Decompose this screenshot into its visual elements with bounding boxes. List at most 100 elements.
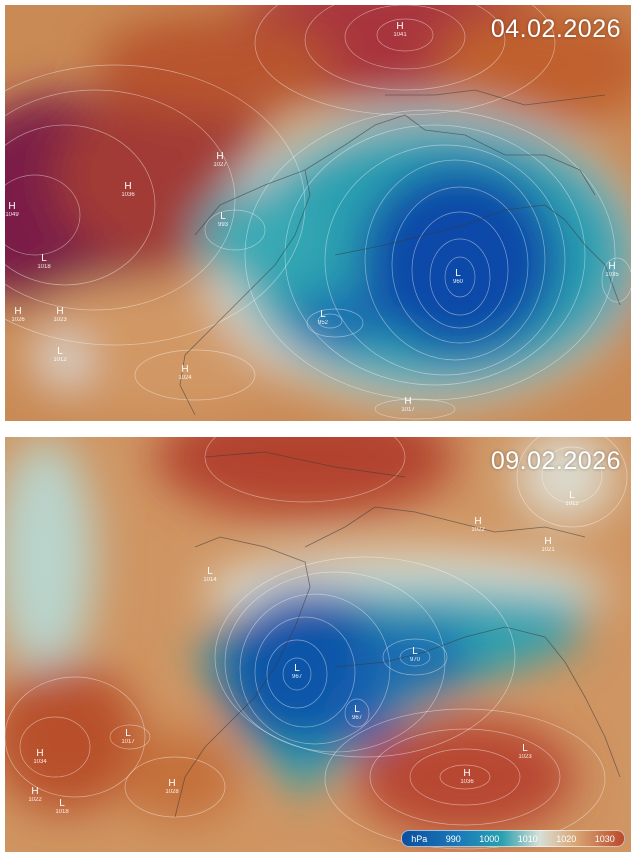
center-symbol: L [294,663,300,674]
center-pressure: 1018 [37,264,51,270]
center-symbol: L [412,646,418,657]
high-pressure-center: H 1027 [213,151,227,169]
center-symbol: H [56,306,64,317]
center-symbol: L [41,253,47,264]
high-pressure-center: H 1036 [460,768,474,786]
center-symbol: L [57,346,63,357]
low-pressure-center: L 1018 [37,253,51,271]
center-symbol: H [124,181,132,192]
isobars [5,437,628,850]
low-pressure-center: L 952 [317,309,329,327]
center-pressure: 1014 [203,577,217,583]
low-pressure-center: L 967 [351,704,363,722]
center-pressure: 952 [317,320,329,326]
center-symbol: H [181,364,189,375]
high-pressure-center: H 1024 [178,364,192,382]
high-pressure-center: H 1034 [33,748,47,766]
center-symbol: L [320,309,326,320]
center-pressure: 1023 [518,754,532,760]
center-symbol: L [455,268,461,279]
center-symbol: H [396,21,404,32]
center-pressure: 1022 [28,797,42,803]
center-symbol: L [569,490,575,501]
low-pressure-center: L 993 [217,211,229,229]
center-symbol: H [544,536,552,547]
high-pressure-center: H 1035 [605,261,619,279]
isobars [5,5,631,420]
center-symbol: L [207,566,213,577]
high-pressure-center: H 1022 [28,786,42,804]
center-pressure: 1034 [33,759,47,765]
coastlines [174,451,621,818]
low-pressure-center: L 1018 [55,798,69,816]
center-symbol: H [474,516,482,527]
date-label: 09.02.2026 [490,447,621,475]
low-pressure-center: L 1017 [121,728,135,746]
low-pressure-center: L 1012 [53,346,67,364]
center-symbol: H [8,201,16,212]
center-pressure: 1027 [213,162,227,168]
center-symbol: L [59,798,65,809]
low-pressure-center: L 960 [452,268,464,286]
high-pressure-center: H 1049 [5,201,19,219]
legend-tick: 1010 [517,833,538,844]
pressure-field [5,437,631,852]
center-pressure: 1012 [565,501,579,507]
center-pressure: 1018 [55,809,69,815]
center-pressure: 960 [452,279,464,285]
center-pressure: 1041 [393,32,407,38]
pressure-map-panel-1: 04.02.2026 H 1041 H 1049 H 1036 H 1027 L 993 L 1018… [5,5,631,421]
center-pressure: 1026 [11,317,25,323]
center-symbol: L [354,704,360,715]
center-pressure: 1049 [5,212,19,218]
center-pressure: 1022 [471,527,485,533]
low-pressure-center: L 967 [291,663,303,681]
pressure-legend: hPa 990 1000 1010 1020 1030 [401,830,625,847]
legend-tick: 990 [445,833,461,844]
center-pressure: 1036 [460,779,474,785]
center-symbol: L [522,743,528,754]
center-pressure: 1036 [121,192,135,198]
center-pressure: 1023 [53,317,67,323]
high-pressure-center: H 1026 [11,306,25,324]
high-pressure-center: H 1041 [393,21,407,39]
high-pressure-center: H 1028 [165,778,179,796]
center-symbol: H [216,151,224,162]
low-pressure-center: L 1023 [518,743,532,761]
low-pressure-center: L 1012 [565,490,579,508]
legend-unit: hPa [411,833,428,844]
high-pressure-center: H 1021 [541,536,555,554]
pressure-field [5,5,631,421]
center-pressure: 1024 [178,375,192,381]
center-pressure: 1017 [121,739,135,745]
high-pressure-center: H 1036 [121,181,135,199]
center-pressure: 1021 [541,547,555,553]
low-pressure-center: L 970 [409,646,421,664]
high-pressure-center: H 1017 [401,396,415,414]
high-pressure-center: H 1023 [53,306,67,324]
center-symbol: H [608,261,616,272]
center-symbol: L [220,211,226,222]
pressure-map-panel-2: 09.02.2026 L 1012 H 1022 H 1021 L 1014 L 967 L 970 L… [5,437,631,852]
center-symbol: H [36,748,44,759]
center-pressure: 967 [291,674,303,680]
center-symbol: H [14,306,22,317]
center-symbol: H [463,768,471,779]
center-pressure: 1017 [401,407,415,413]
center-pressure: 1028 [165,789,179,795]
center-pressure: 1012 [53,357,67,363]
date-label: 04.02.2026 [490,15,621,43]
center-pressure: 970 [409,657,421,663]
center-symbol: H [404,396,412,407]
high-pressure-center: H 1022 [471,516,485,534]
legend-tick: 1020 [556,833,577,844]
legend-tick: 1000 [479,833,500,844]
center-symbol: H [168,778,176,789]
low-pressure-center: L 1014 [203,566,217,584]
center-symbol: L [125,728,131,739]
center-pressure: 1035 [605,272,619,278]
center-pressure: 967 [351,715,363,721]
coastlines [179,89,621,416]
center-pressure: 993 [217,222,229,228]
center-symbol: H [31,786,39,797]
